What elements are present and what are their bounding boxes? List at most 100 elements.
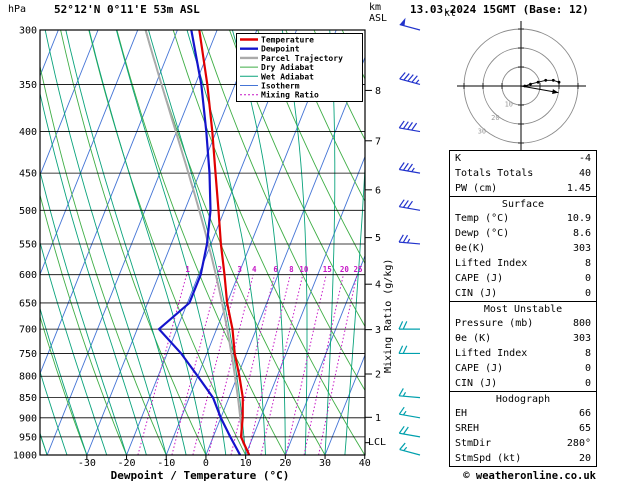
svg-text:900: 900 (19, 413, 37, 424)
datetime-title: 13.03.2024 15GMT (Base: 12) (410, 3, 589, 16)
panel-row-label: Lifted Index (455, 258, 528, 269)
panel-row-label: K (455, 153, 462, 164)
panel-row: Totals Totals 40 (450, 166, 596, 181)
svg-text:800: 800 (19, 372, 37, 383)
svg-text:8: 8 (289, 265, 294, 274)
panel-row-label: StmDir (455, 438, 492, 449)
svg-text:1: 1 (185, 265, 190, 274)
panel-row: CIN (J) 0 (450, 286, 596, 301)
svg-text:400: 400 (19, 127, 37, 138)
indices-panel: K -4 Totals Totals 40 PW (cm) 1.45 Surface Temp… (449, 150, 597, 467)
svg-text:600: 600 (19, 270, 37, 281)
svg-text:-20: -20 (118, 458, 136, 469)
svg-text:550: 550 (19, 239, 37, 250)
svg-text:4: 4 (375, 280, 381, 291)
panel-section-header: Most Unstable (450, 301, 596, 316)
panel-row-label: PW (cm) (455, 183, 498, 194)
svg-text:20: 20 (279, 458, 291, 469)
copyright: © weatheronline.co.uk (463, 470, 596, 482)
panel-row: θe(K) 303 (450, 241, 596, 256)
svg-text:10: 10 (240, 458, 252, 469)
panel-row-value: 1.45 (566, 183, 591, 194)
svg-text:-10: -10 (157, 458, 175, 469)
svg-text:Dry Adiabat: Dry Adiabat (261, 62, 314, 72)
svg-text:6: 6 (375, 185, 381, 196)
svg-text:0: 0 (203, 458, 209, 469)
panel-row: SREH 65 (450, 421, 596, 436)
panel-row: Dewp (°C) 8.6 (450, 226, 596, 241)
svg-text:10: 10 (299, 265, 309, 274)
panel-row-label: Dewp (°C) (455, 228, 510, 239)
x-axis-title: Dewpoint / Temperature (°C) (110, 469, 290, 482)
panel-row-value: 8 (584, 348, 591, 359)
svg-text:3: 3 (237, 265, 242, 274)
svg-text:700: 700 (19, 325, 37, 336)
svg-text:30: 30 (319, 458, 331, 469)
svg-text:4: 4 (252, 265, 257, 274)
svg-text:-30: -30 (78, 458, 96, 469)
panel-row: K -4 (450, 151, 596, 166)
svg-text:2: 2 (375, 369, 381, 380)
panel-row-value: 0 (584, 363, 591, 374)
svg-text:2: 2 (218, 265, 223, 274)
svg-text:650: 650 (19, 298, 37, 309)
svg-text:Mixing Ratio: Mixing Ratio (261, 90, 319, 100)
wind-barbs (398, 17, 421, 456)
mixing-ratio-axis-title: Mixing Ratio (g/kg) (383, 258, 394, 373)
svg-text:450: 450 (19, 169, 37, 180)
panel-row-value: 0 (584, 288, 591, 299)
panel-row-value: 303 (572, 243, 591, 254)
panel-row: Lifted Index 8 (450, 256, 596, 271)
panel-row-value: 800 (572, 318, 591, 329)
panel-row: Pressure (mb) 800 (450, 316, 596, 331)
panel-row-label: θe(K) (455, 243, 486, 254)
km-axis-unit-2: ASL (369, 13, 388, 24)
svg-text:1000: 1000 (13, 451, 37, 462)
panel-row-value: -4 (578, 153, 591, 164)
panel-row: StmDir 280° (450, 436, 596, 451)
svg-text:350: 350 (19, 80, 37, 91)
panel-row-value: 20 (578, 453, 591, 464)
svg-text:20: 20 (340, 265, 350, 274)
panel-row-label: θe (K) (455, 333, 492, 344)
svg-text:1: 1 (375, 413, 381, 424)
panel-row: CAPE (J) 0 (450, 361, 596, 376)
panel-row: θe (K) 303 (450, 331, 596, 346)
svg-text:40: 40 (359, 458, 371, 469)
panel-row-label: CAPE (J) (455, 363, 504, 374)
panel-row-label: Temp (°C) (455, 213, 510, 224)
panel-row-label: SREH (455, 423, 480, 434)
svg-text:20: 20 (491, 114, 499, 122)
panel-row: StmSpd (kt) 20 (450, 451, 596, 466)
svg-text:6: 6 (273, 265, 278, 274)
panel-row: Temp (°C) 10.9 (450, 211, 596, 226)
panel-row-label: EH (455, 408, 468, 419)
panel-row-label: Pressure (mb) (455, 318, 534, 329)
panel-row-label: StmSpd (kt) (455, 453, 522, 464)
svg-text:950: 950 (19, 432, 37, 443)
svg-text:Isotherm: Isotherm (261, 82, 300, 91)
hodograph: 10 20 30 (457, 21, 586, 151)
svg-text:8: 8 (375, 86, 381, 97)
panel-row-label: Totals Totals (455, 168, 534, 179)
panel-row-value: 10.9 (566, 213, 591, 224)
grid: 1 2 3 4 6 8 10 15 20 25 (40, 30, 365, 455)
svg-text:15: 15 (323, 265, 332, 274)
station-title: 52°12'N 0°11'E 53m ASL (54, 3, 200, 16)
panel-row-label: Lifted Index (455, 348, 528, 359)
panel-row-label: CIN (J) (455, 378, 498, 389)
panel-row-label: CIN (J) (455, 288, 498, 299)
svg-text:Wet Adiabat: Wet Adiabat (261, 71, 314, 81)
panel-row: CIN (J) 0 (450, 376, 596, 391)
sounding-curves (144, 30, 251, 455)
panel-row-value: 303 (572, 333, 591, 344)
svg-text:Temperature: Temperature (261, 36, 314, 45)
panel-row: PW (cm) 1.45 (450, 181, 596, 196)
panel-section-header: Hodograph (450, 391, 596, 406)
svg-text:30: 30 (478, 127, 486, 135)
panel-row-value: 8.6 (572, 228, 591, 239)
hodograph-unit-label: kt (444, 8, 457, 19)
